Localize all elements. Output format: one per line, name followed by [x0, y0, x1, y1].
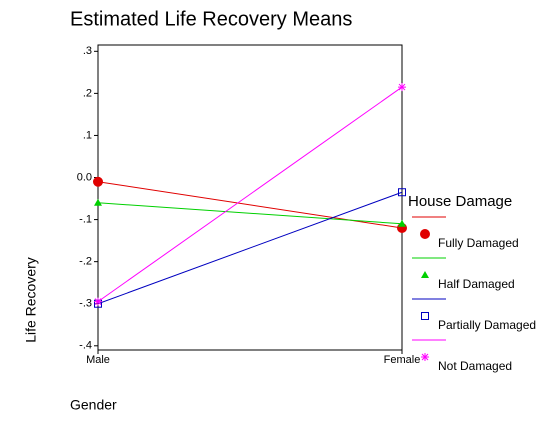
y-tick-label: -.3 [79, 298, 92, 310]
y-tick-label: .2 [83, 87, 92, 99]
y-tick-label: .1 [83, 129, 92, 141]
x-tick-label: Female [384, 354, 421, 366]
legend-marker [421, 271, 429, 278]
legend-label: Not Damaged [438, 359, 512, 373]
legend-title: House Damage [408, 193, 512, 210]
x-axis-label: Gender [70, 397, 117, 413]
marker [94, 198, 102, 206]
legend-marker [421, 312, 429, 320]
y-tick-label: -.4 [79, 340, 92, 352]
chart-title: Estimated Life Recovery Means [70, 8, 352, 30]
y-tick-label: -.2 [79, 256, 92, 268]
legend-marker [421, 353, 429, 361]
marker [398, 188, 406, 197]
legend-marker [420, 229, 430, 239]
y-tick-label: -.1 [79, 213, 92, 225]
series-line [97, 191, 403, 305]
marker [94, 297, 102, 306]
x-tick-label: Male [86, 354, 110, 366]
series-line [97, 202, 403, 225]
marker [93, 176, 103, 187]
y-tick-label: .3 [83, 45, 92, 57]
legend-label: Partially Damaged [438, 318, 536, 332]
y-tick-label: 0.0 [77, 171, 92, 183]
legend-label: Fully Damaged [438, 236, 519, 250]
series-line [97, 86, 403, 303]
marker [398, 219, 406, 227]
y-axis-label: Life Recovery [23, 257, 39, 343]
plot-frame [97, 44, 403, 351]
marker [398, 83, 406, 92]
legend-label: Half Damaged [438, 277, 515, 291]
